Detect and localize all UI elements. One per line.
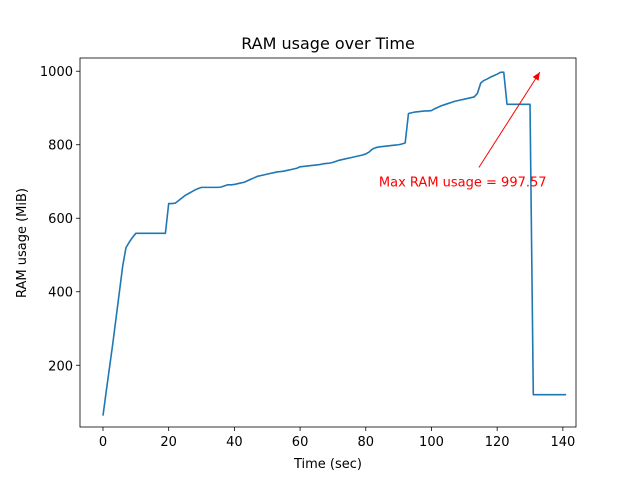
y-tick-label-800: 800 <box>48 139 73 154</box>
annotation-arrowhead <box>532 72 540 81</box>
x-tick-label-60: 60 <box>292 435 309 450</box>
x-axis-label: Time (sec) <box>293 457 362 472</box>
chart-title: RAM usage over Time <box>241 34 415 53</box>
x-tick-label-120: 120 <box>485 435 510 450</box>
annotation-text: Max RAM usage = 997.57 <box>379 175 547 190</box>
plot-area: 0 20 40 60 80 100 120 140 200 400 600 800 1000 Max RA… <box>40 57 577 450</box>
y-tick-label-1000: 1000 <box>40 65 73 80</box>
y-tick-label-400: 400 <box>48 286 73 301</box>
x-tick-label-40: 40 <box>226 435 243 450</box>
x-tick-label-100: 100 <box>419 435 444 450</box>
y-tick-label-200: 200 <box>48 359 73 374</box>
x-tick-label-0: 0 <box>99 435 107 450</box>
x-tick-label-140: 140 <box>550 435 575 450</box>
annotation-arrow <box>478 71 541 168</box>
y-axis-label: RAM usage (MiB) <box>15 188 30 298</box>
y-tick-label-600: 600 <box>48 212 73 227</box>
x-tick-label-80: 80 <box>358 435 375 450</box>
plot-frame <box>79 57 577 428</box>
series-line-0 <box>102 71 567 416</box>
x-tick-label-20: 20 <box>160 435 177 450</box>
